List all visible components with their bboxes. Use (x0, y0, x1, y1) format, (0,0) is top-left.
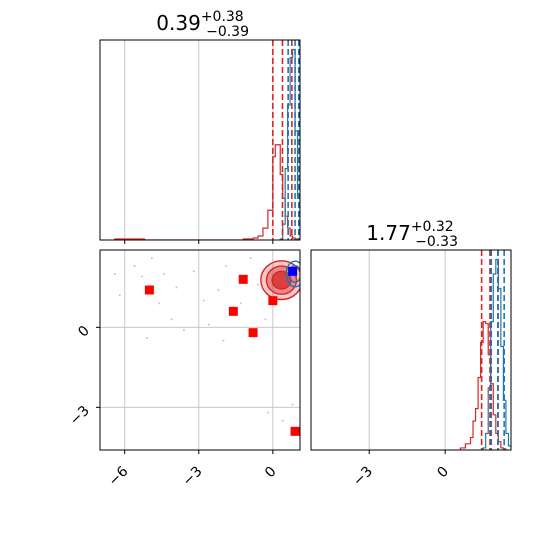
sample-point (266, 411, 269, 414)
title-minus: −0.39 (206, 24, 249, 40)
sample-point (170, 318, 173, 321)
markers (144, 266, 300, 436)
blue-marker (288, 266, 298, 276)
sample-point (257, 283, 260, 286)
sample-point (291, 403, 294, 406)
sample-point (217, 289, 220, 291)
contour-level (285, 260, 300, 288)
sample-point (163, 273, 166, 275)
sample-point (192, 270, 195, 273)
title-value: 0.39 (156, 11, 201, 35)
sample-point (140, 275, 143, 278)
red-marker (248, 328, 258, 338)
title-value: 1.77 (366, 221, 411, 245)
sample-point (222, 339, 225, 342)
y-ticks: −3 0 (67, 323, 100, 429)
x-tick-label: −6 (106, 463, 132, 489)
panel-title: 0.39+0.38 −0.39 (156, 9, 249, 40)
x-tick-label: 0 (262, 464, 280, 482)
grid-lines (368, 250, 446, 450)
sample-point (224, 265, 227, 267)
x-ticks: −6 −3 0 (106, 450, 280, 489)
sample-point (182, 329, 185, 331)
grid-lines (124, 40, 274, 240)
red-marker (144, 285, 154, 295)
sample-point (239, 302, 242, 305)
red-marker (238, 274, 248, 284)
red-contours (260, 260, 300, 301)
histogram-series (114, 144, 300, 240)
sample-point (150, 257, 153, 259)
title-plus: +0.38 (201, 9, 244, 25)
sample-point (145, 337, 148, 339)
y-tick-label: 0 (75, 323, 93, 341)
x-tick-label: −3 (180, 464, 206, 490)
quantile-lines (480, 250, 505, 450)
marginal-panel-2: −3 0 1.77+0.32 −0.33 (310, 219, 512, 489)
sample-point (118, 294, 121, 297)
sample-point (133, 265, 136, 267)
red-marker (268, 296, 278, 306)
axes-frame (99, 39, 301, 241)
sample-point (113, 273, 116, 275)
x-ticks (124, 240, 274, 244)
title-minus: −0.33 (415, 234, 458, 250)
sample-point (264, 318, 267, 321)
sample-point (207, 323, 210, 326)
contour-level (271, 270, 292, 290)
panel-title: 1.77+0.32 −0.33 (366, 219, 458, 250)
joint-panel: −6 −3 0 −3 0 (67, 249, 301, 489)
sample-point (281, 419, 284, 422)
faint-samples (113, 257, 294, 422)
histogram-series (459, 321, 507, 450)
grid-lines (100, 250, 300, 450)
sample-point (175, 286, 178, 289)
sample-point (202, 299, 205, 302)
x-tick-label: −3 (350, 464, 376, 490)
axes-frame (99, 249, 301, 451)
sample-point (249, 257, 252, 259)
quantile-lines (272, 40, 300, 240)
y-tick-label: −3 (67, 403, 93, 429)
x-tick-label: 0 (434, 464, 452, 482)
sample-point (158, 302, 161, 305)
x-ticks: −3 0 (350, 450, 452, 489)
red-marker (290, 426, 300, 436)
axes-frame (310, 249, 512, 451)
marginal-panel-1: 0.39+0.38 −0.39 (99, 9, 301, 244)
red-marker (228, 306, 238, 316)
title-plus: +0.32 (411, 219, 454, 235)
histograms (114, 48, 300, 240)
histogram-series (279, 48, 300, 240)
